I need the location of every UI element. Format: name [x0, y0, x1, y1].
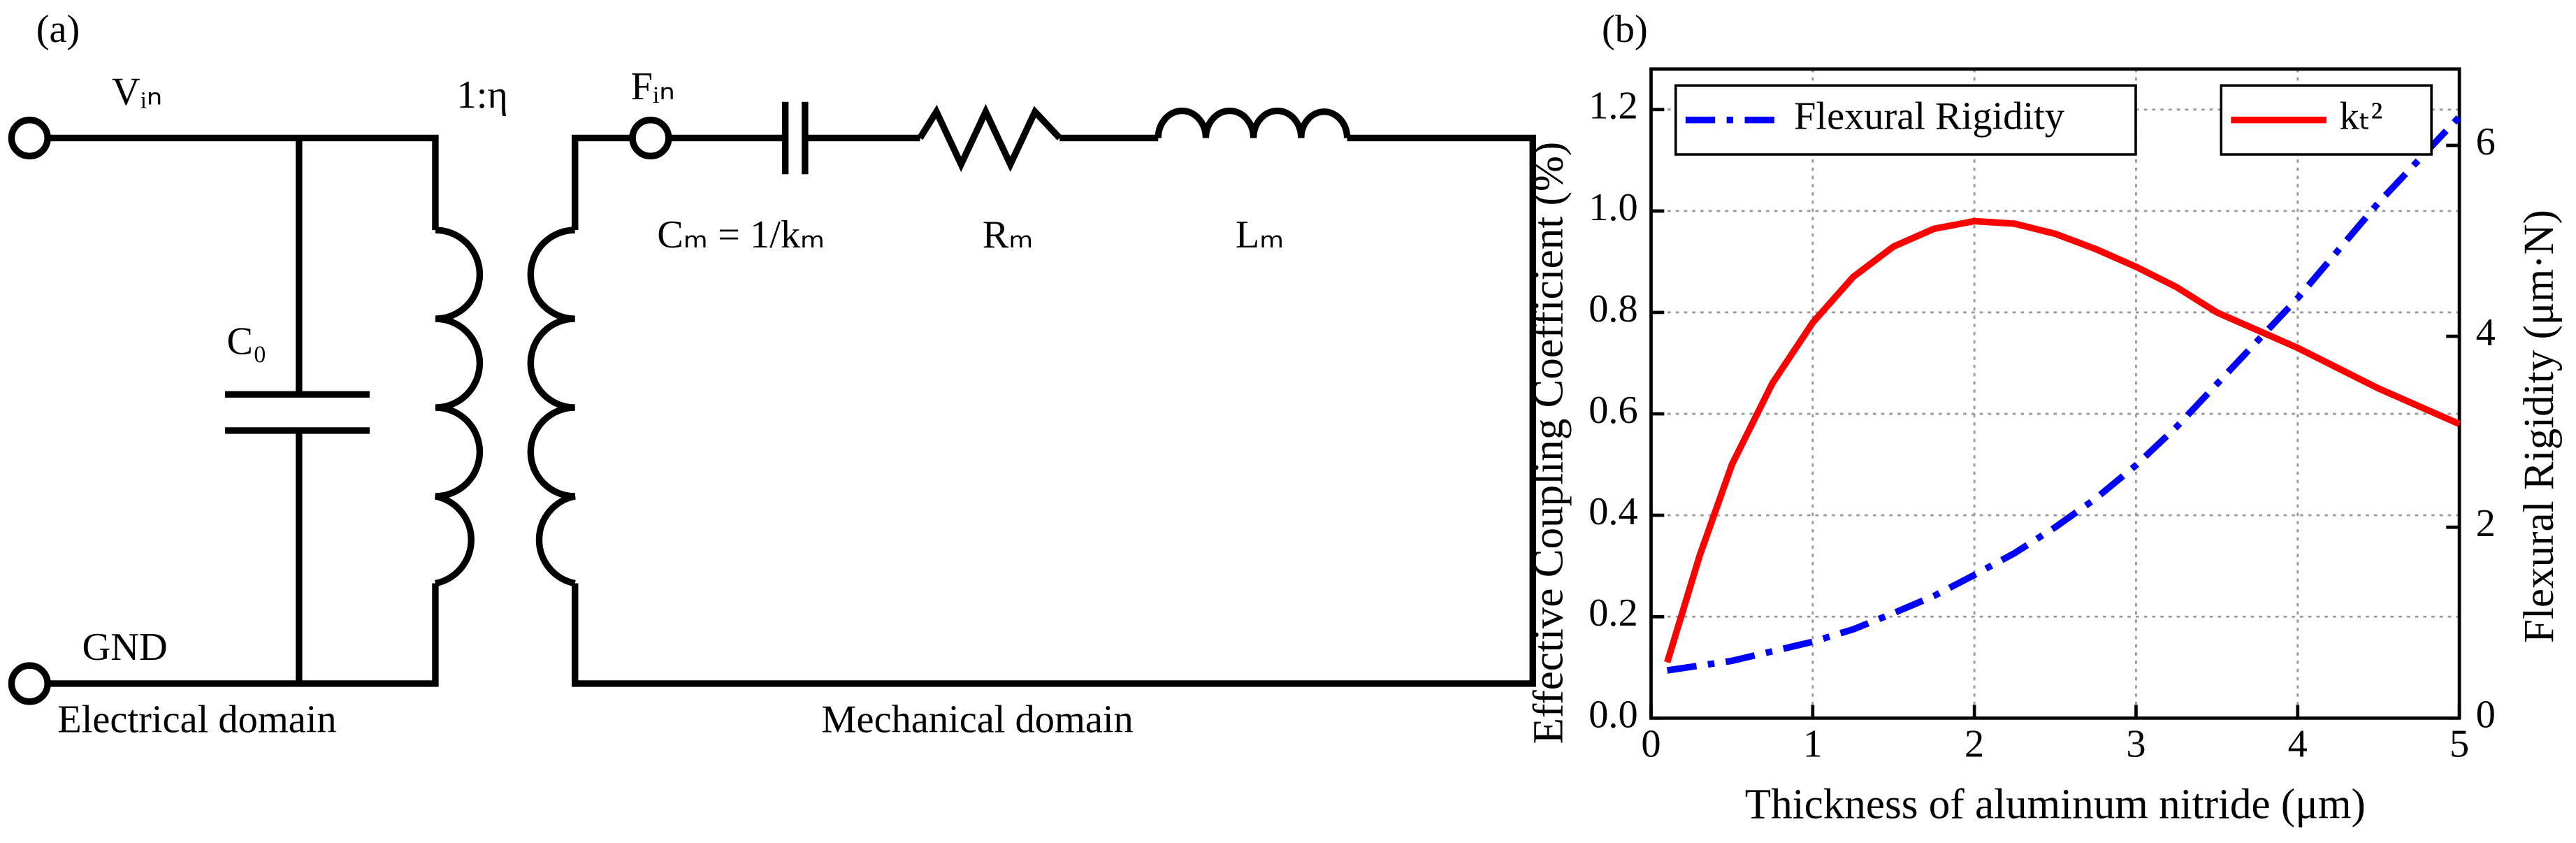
domain-label: Mechanical domain — [821, 698, 1133, 741]
circuit-label: Cₘ = 1/kₘ — [657, 213, 825, 257]
wire — [48, 134, 439, 687]
circuit-label: GND — [82, 626, 168, 669]
circuit-label: Vᵢₙ — [112, 70, 162, 113]
series-line — [1666, 114, 2462, 674]
panel-label: (a) — [36, 8, 80, 51]
panel-label: (b) — [1602, 8, 1648, 51]
series-line — [1664, 217, 2461, 663]
x-tick-label: 5 — [2450, 723, 2469, 766]
capacitor — [225, 391, 370, 434]
circuit-label: C₀ — [226, 320, 266, 363]
y-tick-label: 1.2 — [1589, 85, 1638, 128]
resistor — [917, 103, 1062, 173]
y2-axis-title: Flexural Rigidity (μm·N) — [2516, 210, 2563, 643]
y2-tick-label: 4 — [2476, 311, 2496, 354]
y-tick-label: 1.0 — [1589, 186, 1638, 229]
wire — [572, 134, 1536, 687]
domain-label: Electrical domain — [57, 698, 336, 741]
y-tick-label: 0.0 — [1589, 693, 1638, 736]
plot-frame — [1649, 67, 2461, 720]
y2-tick-label: 6 — [2476, 120, 2496, 164]
terminal — [629, 116, 672, 160]
terminal — [8, 116, 51, 160]
circuit-label: Rₘ — [983, 213, 1034, 257]
primary-coil — [434, 226, 484, 587]
circuit-label: 1:η — [457, 73, 508, 117]
y-tick-label: 0.6 — [1589, 389, 1638, 432]
x-axis-title: Thickness of aluminum nitride (μm) — [1745, 781, 2366, 828]
circuit: (a) Vᵢₙ 1:η Fᵢₙ C₀ Cₘ = 1/kₘ Rₘ Lₘ GND E… — [8, 8, 1536, 741]
x-tick-label: 1 — [1803, 723, 1823, 766]
inductor — [1155, 107, 1351, 138]
y2-tick-label: 0 — [2476, 693, 2496, 736]
terminal — [8, 662, 51, 705]
circuit-label: Fᵢₙ — [631, 65, 675, 108]
x-tick-label: 4 — [2288, 723, 2308, 766]
y-axis-title: Effective Coupling Coefficient (%) — [1526, 142, 1572, 744]
y-tick-label: 0.2 — [1589, 591, 1638, 635]
secondary-coil — [527, 226, 576, 587]
circuit-label: Lₘ — [1236, 213, 1285, 257]
x-tick-label: 2 — [1964, 723, 1984, 766]
legend-label: kₜ² — [2339, 95, 2382, 138]
y-tick-label: 0.4 — [1589, 490, 1638, 533]
x-tick-label: 3 — [2126, 723, 2146, 766]
y-tick-label: 0.8 — [1589, 287, 1638, 331]
y2-tick-label: 2 — [2476, 502, 2496, 545]
capacitor — [781, 101, 809, 175]
x-tick-label: 0 — [1641, 723, 1660, 766]
legend-label: Flexural Rigidity — [1794, 95, 2064, 138]
